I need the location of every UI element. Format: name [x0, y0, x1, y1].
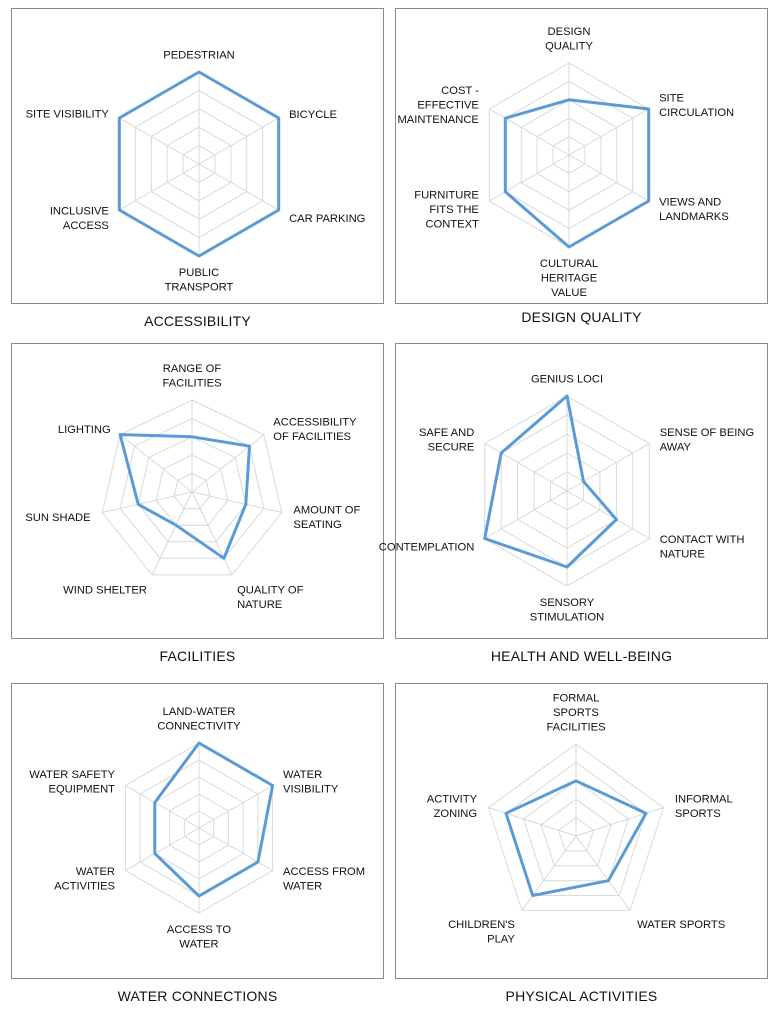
radar-panel-water-connections: LAND-WATER CONNECTIVITY WATER VISIBILITY ACC…	[11, 683, 384, 979]
grid-ring	[137, 436, 247, 543]
axis-label: ACCESSIBILITY OF FACILITIES	[273, 417, 357, 444]
chart-title: ACCESSIBILITY	[144, 313, 251, 329]
axis-label: CULTURAL HERITAGE VALUE	[540, 258, 598, 299]
axis-label: SITE VISIBILITY	[26, 109, 110, 121]
axis-label: AMOUNT OF SEATING	[293, 505, 360, 531]
grid-ring	[173, 473, 211, 510]
chart-title: PHYSICAL ACTIVITIES	[505, 988, 658, 1004]
chart-title: WATER CONNECTIONS	[117, 988, 278, 1004]
radar-spoke	[198, 827, 273, 871]
radar-chart: LAND-WATER CONNECTIVITY WATER VISIBILITY ACC…	[29, 706, 365, 951]
grid-ring	[505, 761, 647, 896]
radar-spoke	[488, 807, 577, 837]
radar-spoke	[198, 163, 279, 211]
axis-label: WATER SAFETY EQUIPMENT	[29, 769, 115, 796]
radar-spoke	[151, 491, 193, 576]
radar-series-line	[503, 98, 651, 249]
radar-series-line	[118, 433, 251, 560]
axis-label: GENIUS LOCI	[531, 374, 603, 386]
radar-panel-accessibility: PEDESTRIAN BICYCLE CAR PARKING PUBLIC TRANSP…	[11, 8, 384, 304]
grid-ring	[540, 798, 612, 867]
radar-chart: RANGE OF FACILITIES ACCESSIBILITY OF FACILI…	[25, 363, 360, 612]
grid-ring	[155, 454, 229, 526]
radar-spoke	[568, 154, 649, 202]
axis-label: VIEWS AND LANDMARKS	[659, 197, 729, 224]
axis-label: FURNITURE FITS THE CONTEXT	[414, 189, 479, 230]
axis-label: CHILDREN'S PLAY	[448, 919, 515, 946]
radar-panel-physical-activities: FORMAL SPORTS FACILITIES INFORMAL SPORTS WATE…	[395, 683, 768, 979]
grid-ring	[522, 780, 630, 882]
axis-label: CONTACT WITH NATURE	[660, 534, 745, 561]
radar-spoke	[521, 835, 577, 911]
radar-spoke	[125, 827, 200, 871]
axis-label: PEDESTRIAN	[163, 50, 235, 62]
grid-ring	[557, 816, 595, 852]
radar-spoke	[191, 491, 282, 513]
axis-label: WIND SHELTER	[63, 585, 147, 597]
axis-label: BICYCLE	[289, 109, 337, 121]
radar-spoke	[119, 117, 200, 165]
radar-series-line	[504, 779, 648, 897]
chart-title: HEALTH AND WELL-BEING	[490, 648, 673, 664]
axis-label: LIGHTING	[58, 424, 111, 436]
radar-spoke	[566, 490, 650, 539]
radar-spoke	[198, 785, 273, 829]
axis-label: PUBLIC TRANSPORT	[165, 267, 234, 294]
axis-label: ACCESS FROM WATER	[283, 866, 365, 893]
radar-chart: FORMAL SPORTS FACILITIES INFORMAL SPORTS WATE…	[427, 693, 733, 946]
radar-spoke	[489, 108, 570, 156]
radar-spoke	[119, 434, 193, 493]
axis-label: WATER ACTIVITIES	[54, 866, 115, 893]
axis-label: SUN SHADE	[25, 512, 90, 524]
radar-spoke	[566, 443, 650, 492]
radar-spoke	[484, 490, 568, 539]
radar-spoke	[198, 117, 279, 165]
radar-spoke	[102, 491, 193, 513]
axis-label: WATER SPORTS	[637, 919, 725, 931]
axis-label: ACCESS TO WATER	[167, 924, 232, 951]
axis-label: SITE CIRCULATION	[659, 93, 734, 120]
axis-label: QUALITY OF NATURE	[237, 585, 303, 612]
radar-spoke	[484, 443, 568, 492]
radar-chart: PEDESTRIAN BICYCLE CAR PARKING PUBLIC TRANSP…	[26, 50, 366, 294]
axis-label: CAR PARKING	[289, 213, 365, 225]
axis-label: CONTEMPLATION	[379, 541, 475, 553]
axis-label: FORMAL SPORTS FACILITIES	[546, 693, 605, 734]
radar-chart: GENIUS LOCI SENSE OF BEING AWAY CONTACT WIT…	[379, 374, 755, 624]
radar-spoke	[191, 491, 233, 576]
radar-spoke	[125, 785, 200, 829]
axis-label: SENSE OF BEING AWAY	[660, 427, 755, 454]
axis-label: DESIGN QUALITY	[545, 26, 593, 53]
chart-title: FACILITIES	[159, 648, 236, 664]
axis-label: COST -EFFECTIVE MAINTENANCE	[397, 85, 479, 126]
grid-ring	[119, 417, 265, 559]
axis-label: SAFE AND SECURE	[419, 427, 474, 454]
radar-series-line	[117, 70, 281, 258]
radar-panel-facilities: RANGE OF FACILITIES ACCESSIBILITY OF FACILI…	[11, 343, 384, 639]
radar-spoke	[489, 154, 570, 202]
chart-title: DESIGN QUALITY	[521, 309, 642, 325]
radar-series-line	[153, 741, 275, 898]
radar-spoke	[568, 108, 649, 156]
radar-panel-health-and-well-being: GENIUS LOCI SENSE OF BEING AWAY CONTACT WIT…	[379, 343, 768, 639]
radar-panel-design-quality: DESIGN QUALITY SITE CIRCULATION VIEWS AND LAN…	[395, 8, 768, 304]
radar-spoke	[575, 835, 631, 911]
axis-label: INCLUSIVE ACCESS	[50, 206, 109, 233]
axis-label: ACTIVITY ZONING	[427, 793, 478, 820]
axis-label: WATER VISIBILITY	[283, 769, 339, 796]
radar-series-line	[483, 394, 618, 569]
axis-label: RANGE OF FACILITIES	[162, 363, 221, 390]
radar-spoke	[575, 807, 664, 837]
grid-ring	[487, 743, 665, 911]
axis-label: SENSORY STIMULATION	[530, 597, 604, 624]
radar-chart: DESIGN QUALITY SITE CIRCULATION VIEWS AND LAN…	[397, 26, 734, 299]
radar-spoke	[119, 163, 200, 211]
grid-ring	[101, 399, 283, 576]
radar-spoke	[191, 434, 265, 493]
axis-label: INFORMAL SPORTS	[675, 793, 733, 820]
axis-label: LAND-WATER CONNECTIVITY	[157, 706, 241, 733]
